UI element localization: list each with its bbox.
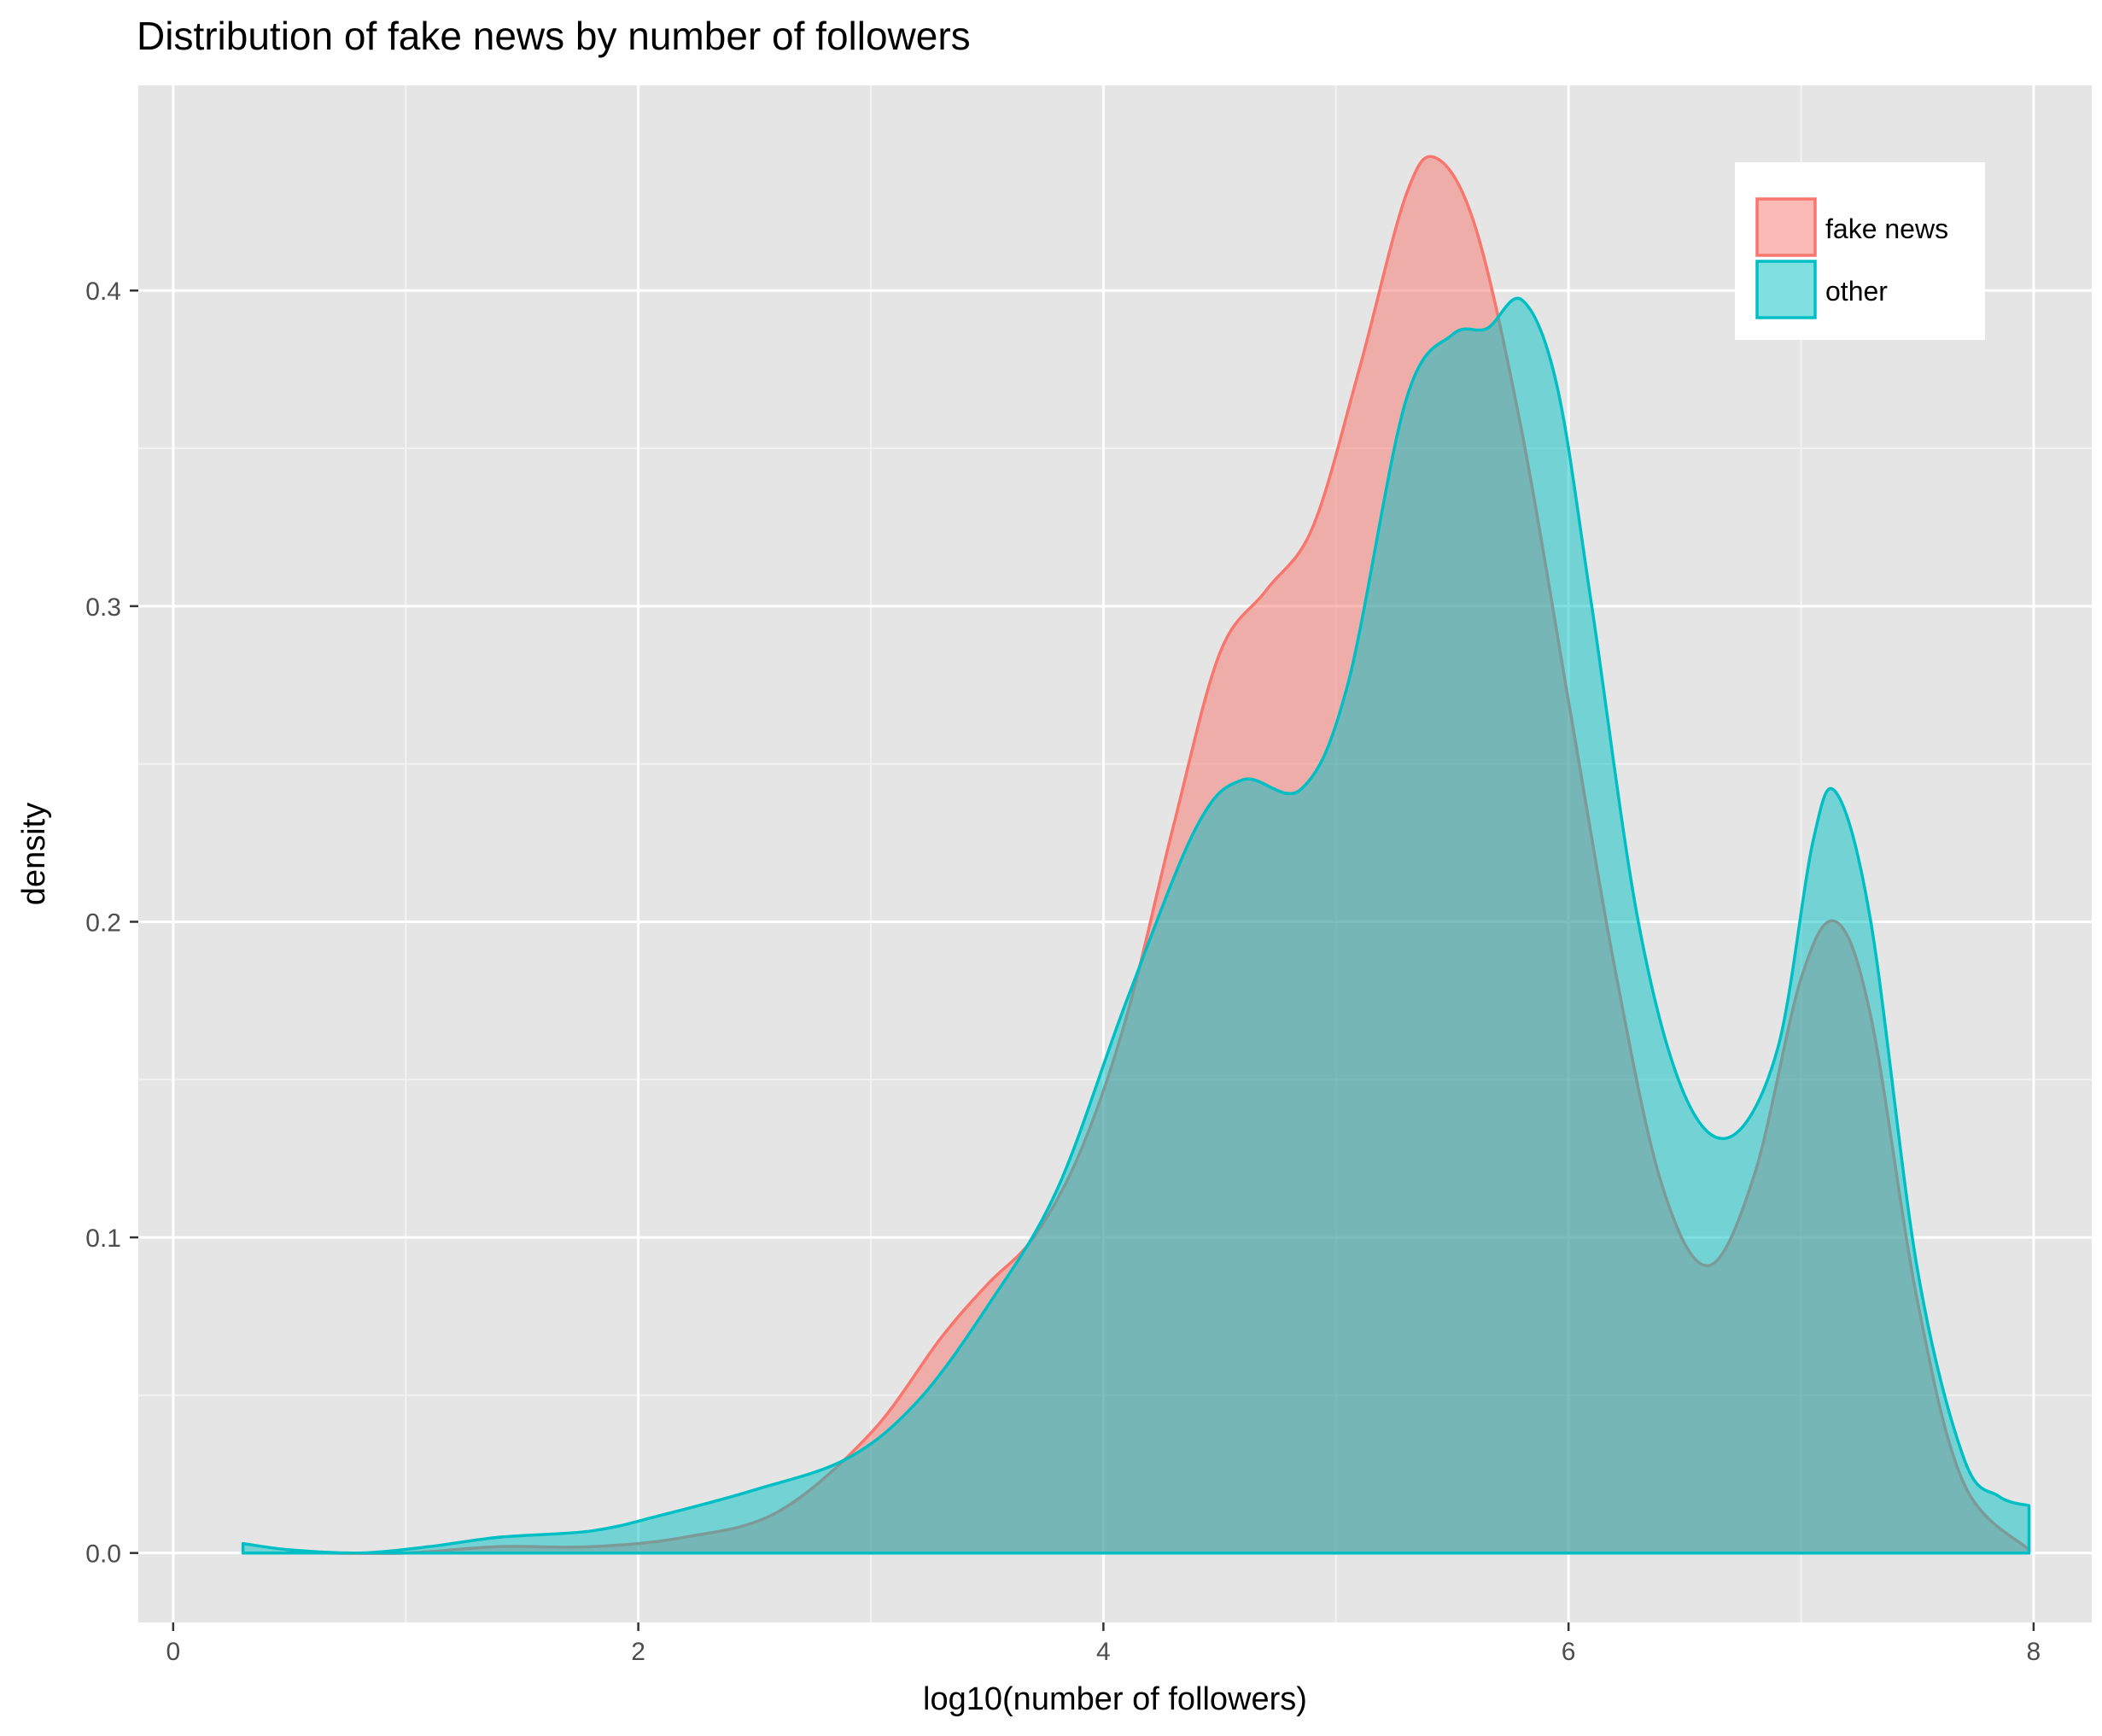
y-tick-label: 0.3 (85, 593, 121, 622)
y-tick-label: 0.4 (85, 278, 121, 306)
series-layer (241, 155, 2031, 1555)
y-tick-label: 0.1 (85, 1225, 121, 1253)
y-tick-label: 0.2 (85, 909, 121, 937)
y-axis-title: density (16, 803, 52, 905)
legend-key-fake-news (1755, 197, 1817, 257)
x-tick-label: 0 (166, 1638, 181, 1666)
legend-label-fake-news: fake news (1825, 213, 1948, 244)
legend-label-other: other (1825, 276, 1888, 307)
x-tick-label: 2 (631, 1638, 645, 1666)
y-axis: 0.0 0.1 0.2 0.3 0.4 (85, 278, 138, 1569)
legend-key-other (1755, 260, 1817, 319)
legend: fake news other (1735, 162, 1985, 340)
x-axis: 0 2 4 6 8 (166, 1622, 2041, 1666)
x-tick-label: 8 (2027, 1638, 2041, 1666)
x-tick-label: 4 (1096, 1638, 1111, 1666)
x-axis-title: log10(number of followers) (923, 1681, 1307, 1717)
x-tick-label: 6 (1562, 1638, 1576, 1666)
series-area-other (241, 296, 2031, 1555)
y-tick-label: 0.0 (85, 1540, 121, 1569)
chart-title: Distribution of fake news by number of f… (137, 14, 971, 58)
